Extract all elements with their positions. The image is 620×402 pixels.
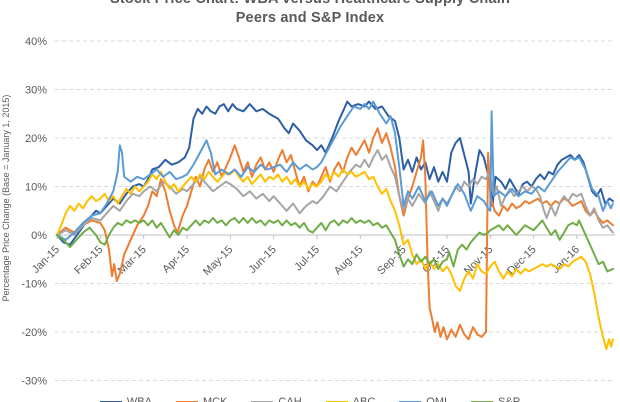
legend-item-light-blue: OMI xyxy=(399,396,447,402)
y-tick-label: -30% xyxy=(21,376,47,388)
y-tick-label: -10% xyxy=(21,279,47,291)
x-tick-label: Apr-15 xyxy=(160,244,192,276)
legend-label: S&P xyxy=(498,396,521,402)
legend-label: CAH xyxy=(278,396,302,402)
series-line-dark-blue xyxy=(56,100,614,246)
x-tick-label: Jan-15 xyxy=(30,244,62,276)
legend-label: WBA xyxy=(126,396,152,402)
y-tick-label: 30% xyxy=(25,85,47,97)
legend-item-gray: CAH xyxy=(251,396,302,402)
series-line-light-blue xyxy=(56,100,614,241)
chart-title-line2: Peers and S&P Index xyxy=(235,10,385,26)
x-tick-label: Feb-15 xyxy=(72,244,105,277)
series-line-orange xyxy=(56,127,614,341)
y-tick-label: 20% xyxy=(25,133,47,145)
y-axis-title: Percentage Price Change (Base = January … xyxy=(1,94,11,302)
chart-title: Stock Price Chart: WBA versus Healthcare… xyxy=(0,0,620,28)
legend-label: MCK xyxy=(202,396,228,402)
y-tick-label: -20% xyxy=(21,327,47,339)
legend-item-orange: MCK xyxy=(175,396,228,402)
legend-item-yellow: ABC xyxy=(325,396,376,402)
x-tick-label: May-15 xyxy=(201,244,235,278)
legend: WBA MCK CAH ABC OMI S&P xyxy=(0,396,620,402)
x-tick-label: Jun-15 xyxy=(246,244,278,276)
legend-item-green: S&P xyxy=(471,396,520,402)
legend-label: ABC xyxy=(352,396,376,402)
y-tick-label: 40% xyxy=(25,36,47,48)
y-tick-label: 10% xyxy=(25,182,47,194)
legend-label: OMI xyxy=(426,396,448,402)
chart-title-line1: Stock Price Chart: WBA versus Healthcare… xyxy=(0,0,620,9)
x-tick-label: Aug-15 xyxy=(332,244,366,278)
x-tick-label: Sep-15 xyxy=(375,244,409,278)
x-tick-label: Jul-15 xyxy=(292,244,322,274)
legend-item-dark-blue: WBA xyxy=(99,396,152,402)
series-line-gray xyxy=(56,149,614,236)
series-line-yellow xyxy=(56,168,614,350)
y-tick-label: 0% xyxy=(31,230,47,242)
series-line-green xyxy=(56,217,614,273)
